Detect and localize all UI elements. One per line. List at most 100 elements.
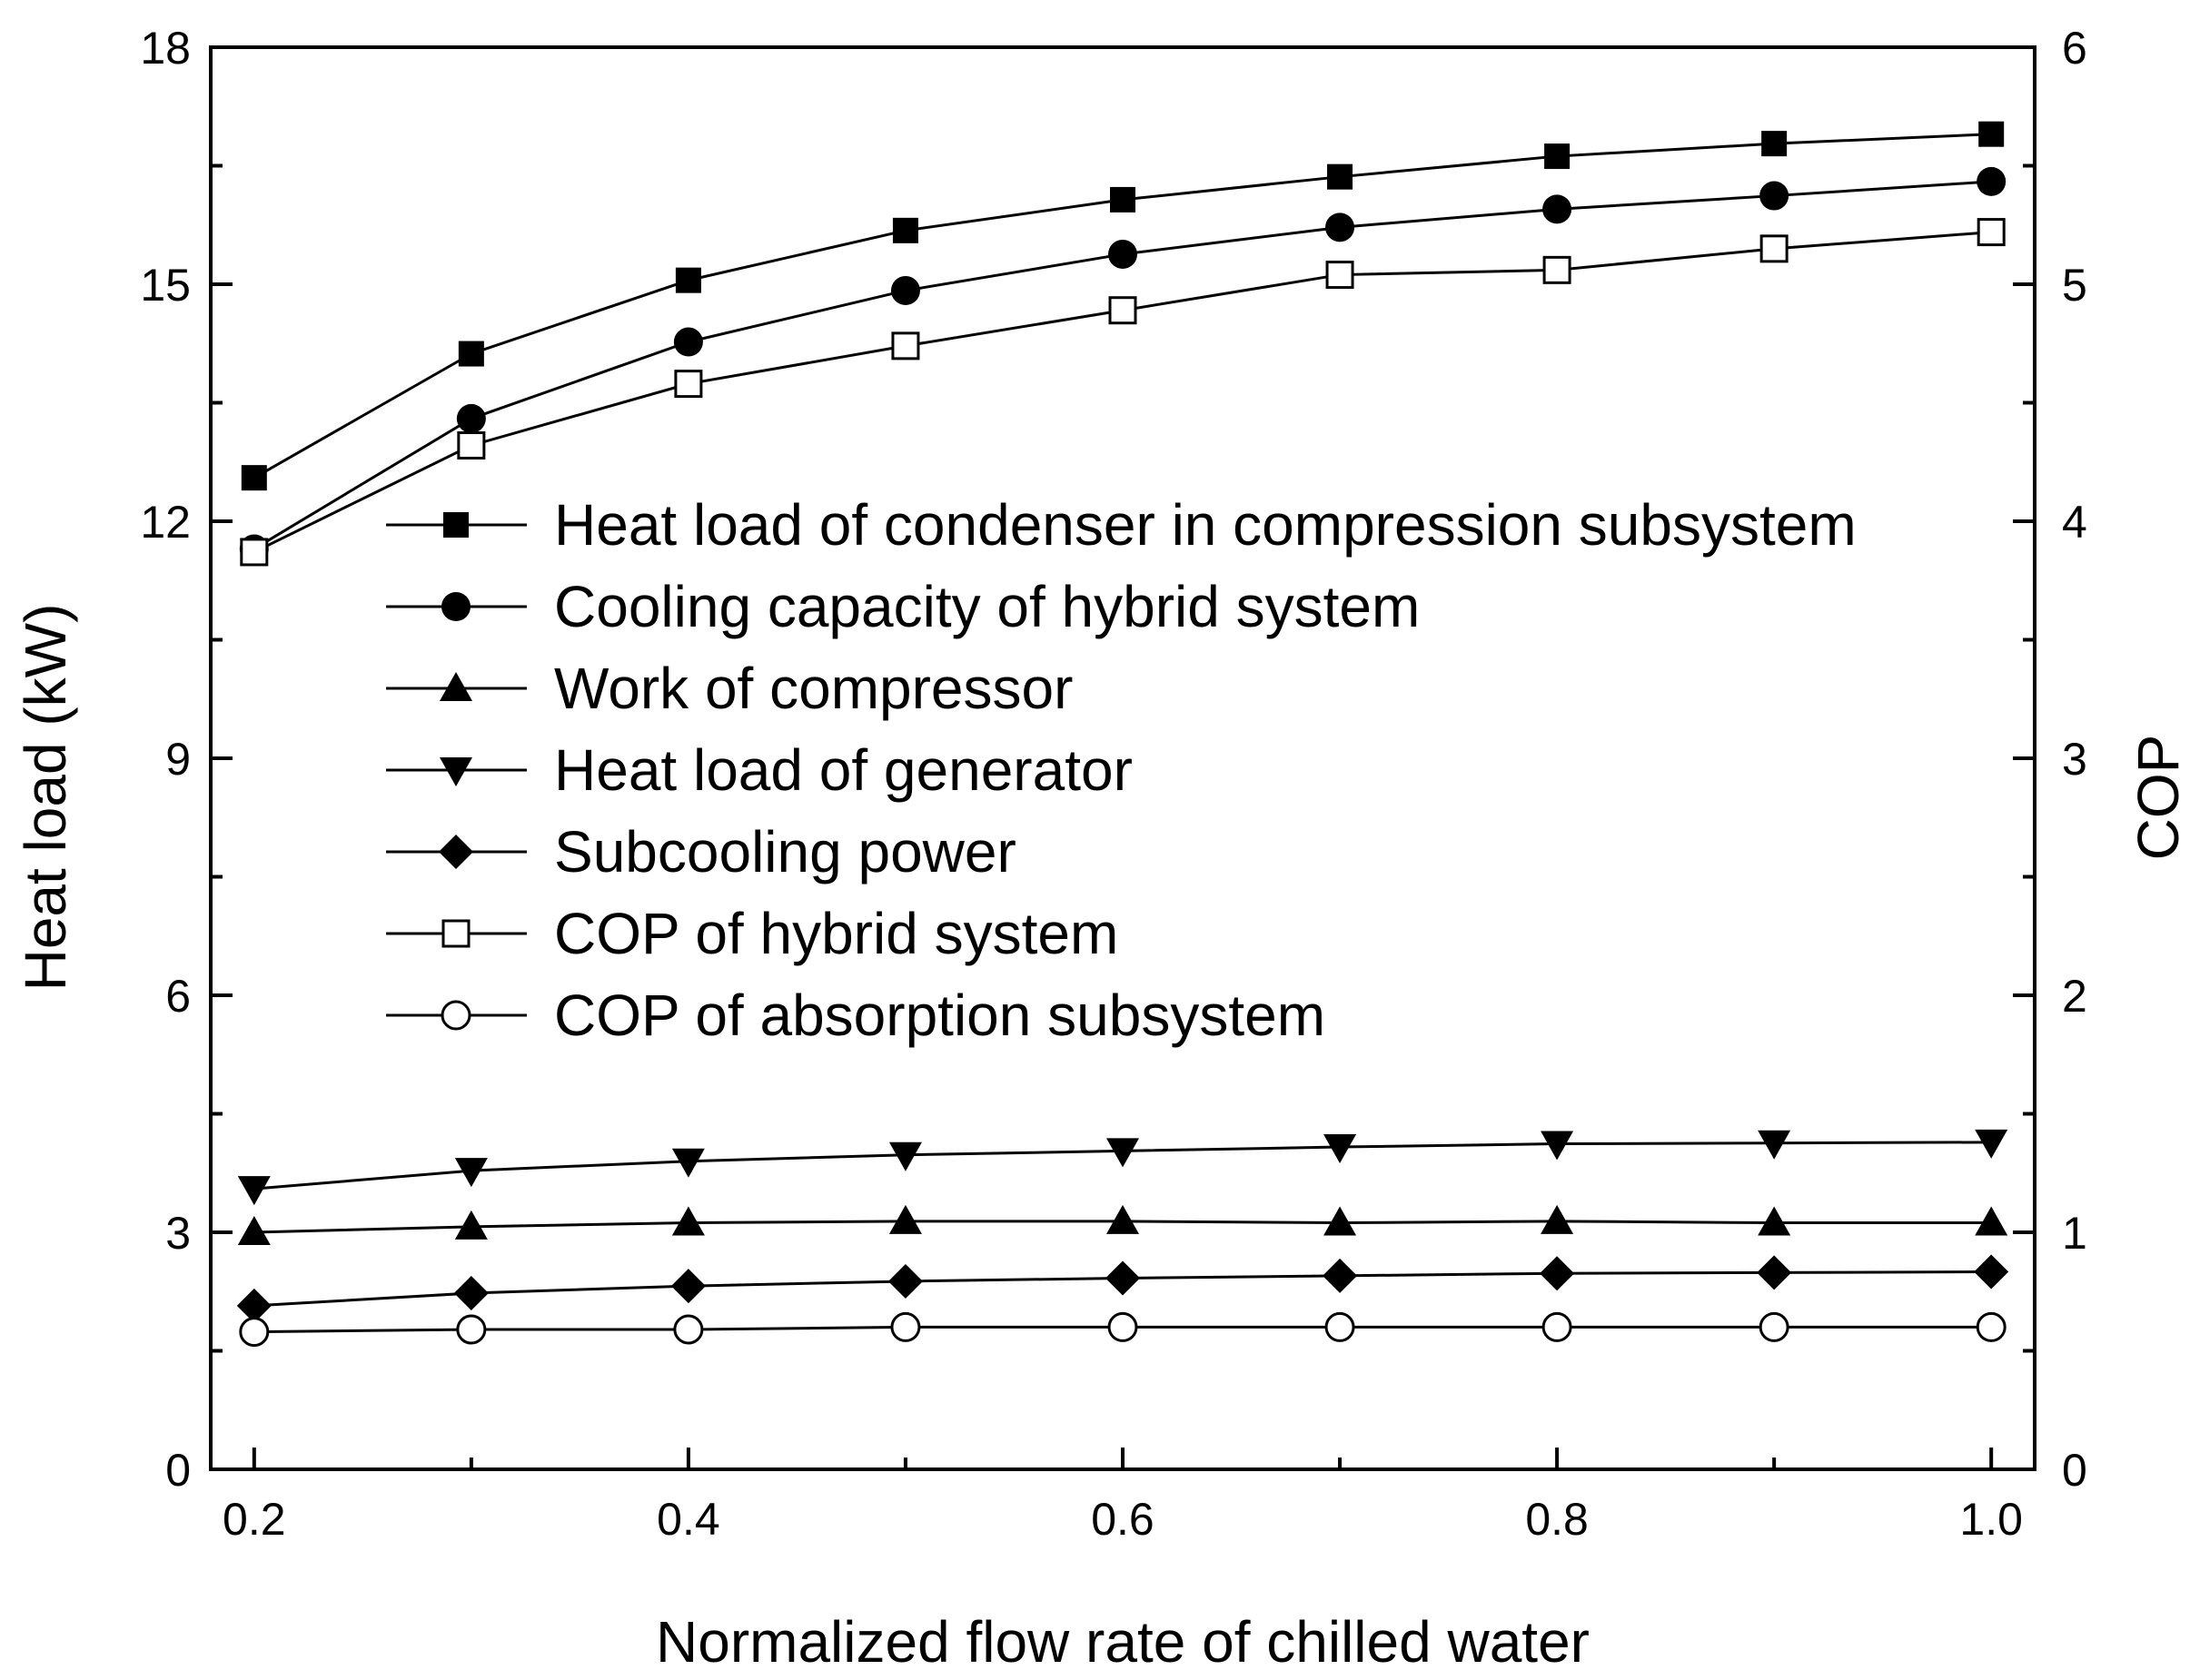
y-left-tick-label: 15 [140, 260, 191, 311]
legend-label: Work of compressor [554, 656, 1073, 721]
legend-label: Heat load of condenser in compression su… [554, 492, 1857, 558]
y-right-tick-label: 2 [2062, 971, 2087, 1022]
data-point [1325, 261, 1354, 290]
data-point [1325, 212, 1355, 242]
series-6 [239, 1311, 2007, 1348]
data-point [1759, 234, 1789, 263]
data-point [453, 1275, 489, 1310]
data-point [236, 1288, 272, 1323]
legend-marker [441, 919, 471, 948]
data-point [241, 465, 267, 491]
data-point [1758, 1206, 1791, 1236]
legend-entry: COP of hybrid system [386, 901, 1118, 966]
legend-label: COP of hybrid system [554, 901, 1118, 966]
y-axis-right-title: COP [2126, 735, 2190, 861]
series-0 [241, 121, 2005, 491]
data-point [1107, 1311, 1138, 1342]
x-tick-label: 0.4 [657, 1494, 720, 1545]
x-tick-label: 0.8 [1525, 1494, 1589, 1545]
y-right-tick-label: 3 [2062, 734, 2087, 785]
data-point [675, 267, 701, 293]
data-point [456, 403, 486, 433]
data-point [1106, 1138, 1139, 1168]
data-point [892, 217, 918, 243]
y-left-tick-label: 9 [165, 734, 191, 785]
data-point [1540, 1256, 1575, 1291]
data-point [670, 1269, 706, 1304]
y-left-tick-label: 6 [165, 971, 191, 1022]
x-tick-label: 0.2 [223, 1494, 286, 1545]
data-point [1758, 1130, 1791, 1160]
data-point [1761, 131, 1788, 157]
data-point [1106, 1204, 1139, 1234]
data-point [1759, 181, 1789, 211]
series-layer [236, 121, 2009, 1348]
data-point [673, 327, 703, 357]
data-point [1110, 186, 1135, 212]
legend-marker [440, 672, 472, 701]
data-point [671, 1148, 705, 1178]
data-point [1975, 1129, 2008, 1159]
series-5 [240, 218, 2006, 567]
y-right-tick-label: 4 [2062, 497, 2087, 548]
y-left-tick-label: 12 [140, 497, 191, 548]
data-point [1105, 1260, 1140, 1296]
legend-entry: Heat load of generator [386, 737, 1133, 803]
data-point [1323, 1258, 1358, 1293]
data-point [1544, 143, 1571, 170]
legend-entry: Cooling capacity of hybrid system [386, 574, 1420, 639]
data-point [890, 275, 920, 305]
data-point [237, 1176, 271, 1206]
data-point [1977, 218, 2006, 247]
data-point [671, 1206, 705, 1236]
y-right-tick-label: 6 [2062, 23, 2087, 74]
legend-marker [441, 1000, 471, 1031]
data-point [1541, 1311, 1572, 1342]
data-point [1978, 121, 2005, 147]
data-point [237, 1216, 271, 1245]
data-point [888, 1204, 922, 1234]
data-point [1541, 1204, 1574, 1234]
data-point [1977, 166, 2007, 196]
data-point [454, 1210, 488, 1240]
data-point [1542, 255, 1571, 284]
legend-entry: COP of absorption subsystem [386, 983, 1325, 1048]
x-tick-label: 1.0 [1959, 1494, 2023, 1545]
legend-marker [440, 757, 472, 786]
legend-entry: Subcooling power [386, 819, 1016, 884]
data-point [1974, 1254, 2009, 1290]
data-point [891, 331, 920, 361]
y-right-tick-label: 5 [2062, 260, 2087, 311]
legend-entry: Heat load of condenser in compression su… [386, 492, 1857, 558]
data-point [457, 430, 486, 460]
data-point [458, 341, 484, 367]
data-point [673, 1314, 704, 1345]
y-left-tick-label: 3 [165, 1208, 191, 1259]
y-right-tick-label: 1 [2062, 1208, 2087, 1259]
data-point [1108, 296, 1137, 325]
x-tick-label: 0.6 [1091, 1494, 1154, 1545]
series-4 [236, 1254, 2009, 1323]
data-point [888, 1141, 922, 1171]
legend-label: Subcooling power [554, 819, 1016, 884]
data-point [1327, 163, 1353, 190]
legend: Heat load of condenser in compression su… [386, 492, 1857, 1048]
data-point [240, 538, 269, 567]
data-point [1323, 1134, 1357, 1164]
y-left-tick-label: 18 [140, 23, 191, 74]
legend-marker [443, 512, 469, 538]
y-right-tick-label: 0 [2062, 1445, 2087, 1496]
data-point [1975, 1206, 2008, 1236]
data-point [1323, 1206, 1357, 1236]
y-left-tick-label: 0 [165, 1445, 191, 1496]
data-point [1324, 1311, 1355, 1342]
data-point [1541, 1131, 1574, 1161]
data-point [1108, 239, 1137, 269]
data-point [456, 1314, 487, 1345]
legend-label: COP of absorption subsystem [554, 983, 1325, 1048]
data-point [239, 1317, 270, 1348]
data-point [1542, 194, 1572, 224]
series-2 [237, 1204, 2008, 1245]
